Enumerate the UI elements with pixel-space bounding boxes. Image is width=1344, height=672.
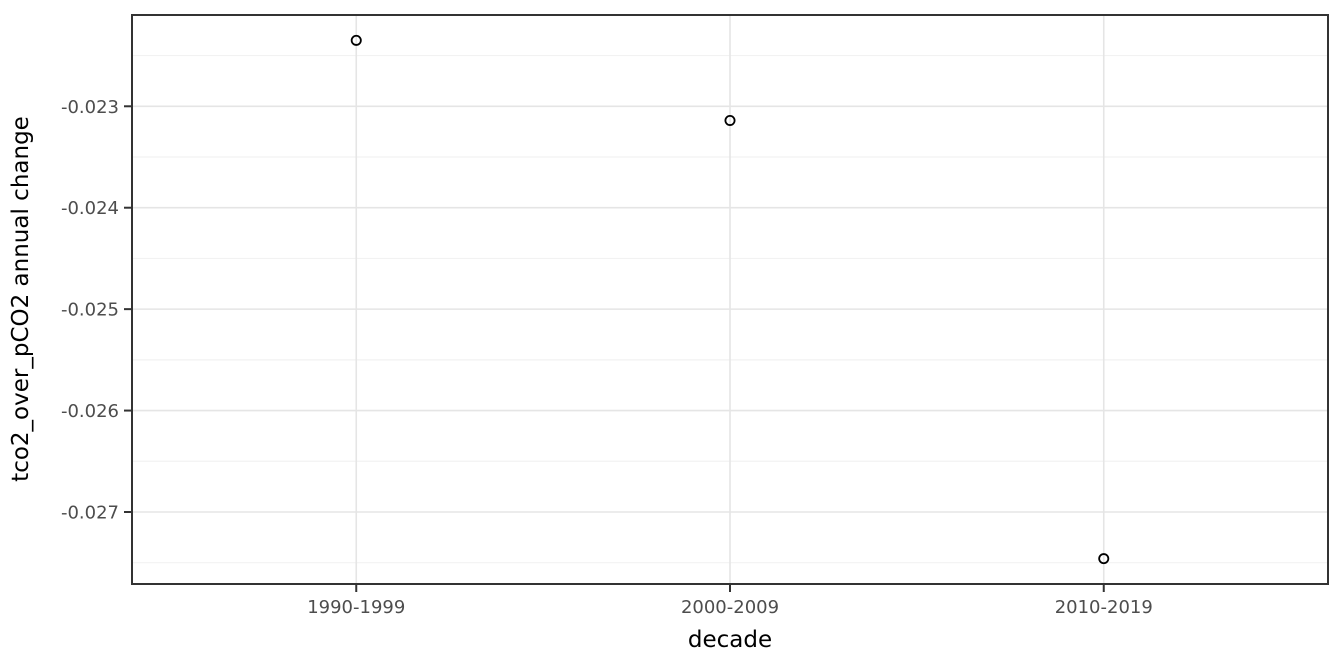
y-tick-label: -0.027 bbox=[61, 502, 119, 523]
x-axis-title: decade bbox=[688, 627, 772, 653]
data-point bbox=[1098, 553, 1110, 565]
y-tick-label: -0.024 bbox=[61, 198, 119, 219]
data-point bbox=[350, 34, 362, 46]
y-tick-label: -0.026 bbox=[61, 401, 119, 422]
axis-layer: -0.023 -0.024 -0.025 -0.026 -0.027 1990-1999 2… bbox=[61, 14, 1329, 618]
x-tick-label: 2000-2009 bbox=[681, 597, 779, 618]
data-points-layer bbox=[350, 34, 1110, 565]
y-tick-label: -0.025 bbox=[61, 300, 119, 321]
x-tick-label: 1990-1999 bbox=[307, 597, 405, 618]
y-axis-title: tco2_over_pCO2 annual change bbox=[8, 116, 34, 482]
y-tick-label: -0.023 bbox=[61, 97, 119, 118]
grid-layer bbox=[132, 15, 1328, 584]
data-point bbox=[724, 114, 736, 126]
x-tick-label: 2010-2019 bbox=[1055, 597, 1153, 618]
